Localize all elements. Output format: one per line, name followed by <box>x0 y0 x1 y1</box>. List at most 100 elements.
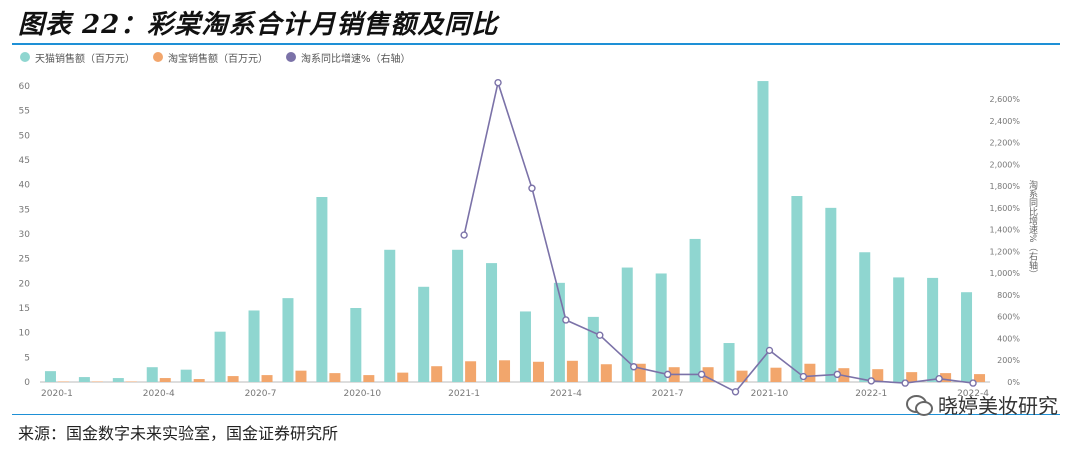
y-right-tick-label: 400% <box>997 334 1020 343</box>
y-left-tick-label: 30 <box>19 230 31 240</box>
brand-watermark: 晓婷美妆研究 <box>906 390 1058 419</box>
y-left-tick-label: 40 <box>19 181 31 191</box>
x-tick-label: 2020-1 <box>41 389 73 399</box>
bar-tmall <box>44 371 56 382</box>
x-tick-label: 2022-4 <box>957 389 989 399</box>
y-right-tick-label: 200% <box>997 356 1020 365</box>
y-right-tick-label: 1,000% <box>989 269 1020 278</box>
point-yoy <box>528 184 536 192</box>
bar-taobao <box>940 373 952 382</box>
y-right-tick-label: 1,800% <box>989 182 1020 191</box>
bar-tmall <box>961 292 973 382</box>
point-yoy <box>799 372 808 381</box>
point-yoy <box>833 370 842 379</box>
point-yoy <box>494 78 502 87</box>
y-left-tick-label: 0 <box>24 378 30 388</box>
bar-tmall <box>112 378 124 382</box>
bar-tmall <box>316 197 328 382</box>
y-left-tick-label: 5 <box>24 353 30 363</box>
figure-title: 图表 22：彩棠淘系合计月销售额及同比 <box>18 10 499 40</box>
y-left-tick-label: 35 <box>19 205 30 215</box>
legend-item-taobao: 淘宝销售额（百万元） <box>153 50 268 65</box>
bar-taobao <box>397 372 409 382</box>
point-yoy <box>731 388 740 396</box>
y-right-axis-label: 淘系同比增速%（右轴） <box>1027 179 1038 279</box>
bar-taobao <box>702 367 714 382</box>
y-right-tick-label: 800% <box>997 291 1020 300</box>
point-yoy <box>562 316 570 324</box>
title-rule <box>12 43 1060 45</box>
y-right-tick-label: 600% <box>997 313 1020 322</box>
point-yoy <box>901 379 909 387</box>
point-yoy <box>867 377 875 385</box>
bar-tmall <box>350 308 362 382</box>
point-yoy <box>630 363 638 371</box>
bar-tmall <box>825 207 837 382</box>
bar-taobao <box>227 376 239 382</box>
bar-tmall <box>146 367 158 382</box>
brand-name: 晓婷美妆研究 <box>938 394 1058 418</box>
y-left-tick-label: 25 <box>19 255 30 265</box>
bar-taobao <box>261 375 273 382</box>
bar-taobao <box>363 375 375 382</box>
bar-taobao <box>974 374 986 382</box>
bar-tmall <box>214 331 226 382</box>
legend-label-taobao: 淘宝销售额（百万元） <box>168 53 268 65</box>
y-left-tick-label: 60 <box>19 82 31 92</box>
bar-tmall <box>418 286 430 382</box>
bar-tmall <box>519 311 531 382</box>
y-right-tick-label: 1,200% <box>989 247 1020 256</box>
y-left-tick-label: 55 <box>19 107 30 117</box>
bar-tmall <box>180 369 192 382</box>
y-left-tick-label: 20 <box>19 279 31 289</box>
x-tick-label: 2021-7 <box>652 389 684 399</box>
point-yoy <box>596 331 604 339</box>
y-right-tick-label: 2,400% <box>989 117 1020 126</box>
legend-item-tmall: 天猫销售额（百万元） <box>20 50 135 65</box>
x-tick-label: 2021-10 <box>751 389 789 399</box>
bar-tmall <box>893 277 905 382</box>
y-right-tick-label: 2,200% <box>989 139 1020 148</box>
bar-taobao <box>193 379 205 382</box>
bar-tmall <box>655 273 667 382</box>
line-yoy <box>463 79 974 393</box>
x-tick-label: 2020-7 <box>245 389 277 399</box>
bar-taobao <box>872 369 884 382</box>
x-tick-label: 2022-1 <box>855 389 887 399</box>
x-tick-label: 2021-4 <box>550 389 582 399</box>
bar-tmall <box>621 267 633 382</box>
y-left-tick-label: 10 <box>19 329 31 339</box>
y-right-tick-label: 2,000% <box>989 160 1020 169</box>
bar-taobao <box>770 367 782 382</box>
bar-taobao <box>736 370 748 382</box>
bar-taobao <box>465 361 477 382</box>
bar-tmall <box>248 310 260 382</box>
y-right-tick-label: 1,600% <box>989 204 1020 213</box>
point-yoy <box>935 375 943 383</box>
bar-tmall <box>384 249 396 382</box>
y-left-tick-label: 15 <box>19 304 30 314</box>
x-tick-label: 2020-4 <box>143 389 175 399</box>
bar-tmall <box>587 316 599 382</box>
bar-taobao <box>532 361 544 382</box>
bar-taobao <box>906 372 918 382</box>
chart-legend: 天猫销售额（百万元） 淘宝销售额（百万元） 淘系同比增速%（右轴） <box>20 49 411 65</box>
bar-tmall <box>78 377 90 382</box>
bar-taobao <box>159 378 171 382</box>
bar-taobao <box>329 373 341 382</box>
legend-swatch-tmall <box>20 52 30 62</box>
bar-tmall <box>689 238 701 382</box>
title-bar: 图表 22：彩棠淘系合计月销售额及同比 <box>0 0 1080 45</box>
bar-taobao <box>499 360 511 382</box>
bar-tmall <box>927 277 939 382</box>
bottom-rule <box>12 414 1060 415</box>
y-right-tick-label: 1,400% <box>989 226 1020 235</box>
x-tick-label: 2020-10 <box>344 389 382 399</box>
bar-tmall <box>282 298 294 382</box>
bar-tmall <box>859 252 871 382</box>
source-note: 来源：国金数字未来实验室，国金证券研究所 <box>18 424 339 443</box>
point-yoy <box>969 379 977 387</box>
point-yoy <box>765 346 774 355</box>
wechat-icon <box>906 394 933 416</box>
